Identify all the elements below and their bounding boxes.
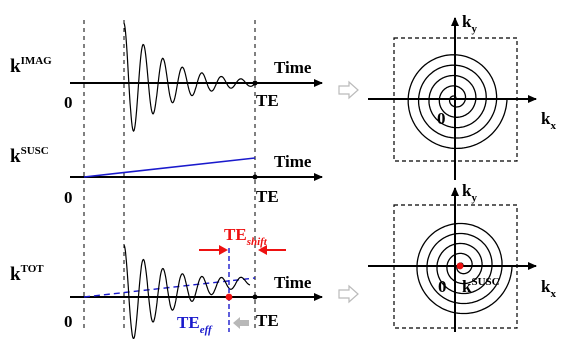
kspace-bottom-ky-label: ky xyxy=(462,181,477,204)
panel-imag-time-label: Time xyxy=(274,58,312,77)
panel-tot-te-marker xyxy=(252,294,258,300)
panel-imag-signal xyxy=(123,22,256,133)
panel-tot: kTOT TEshift TEeff Time 0 TE xyxy=(10,225,323,339)
panel-imag-zero-label: 0 xyxy=(64,93,73,112)
kspace-top-zero-label: 0 xyxy=(437,109,446,128)
kspace-bottom: ky kx 0 kSUSC xyxy=(368,181,556,332)
panel-imag: kIMAG Time 0 TE xyxy=(10,22,323,133)
panel-tot-label: kTOT xyxy=(10,263,44,285)
kspace-top-spiral xyxy=(407,54,508,150)
panel-tot-time-label: Time xyxy=(274,273,312,292)
kspace-top-kx-label: kx xyxy=(541,109,556,132)
panel-susc-phase-line xyxy=(83,157,256,178)
kspace-top-ky-label: ky xyxy=(462,12,477,35)
kspace-bottom-center-point xyxy=(456,262,464,270)
kspace-bottom-kx-label: kx xyxy=(541,277,556,300)
te-shift-left-arrow xyxy=(258,245,286,255)
kspace-bottom-zero-label: 0 xyxy=(438,277,447,296)
panel-susc-label: kSUSC xyxy=(10,145,49,167)
panel-imag-label: kIMAG xyxy=(10,55,52,77)
te-eff-gray-arrow xyxy=(233,317,249,329)
panel-susc-time-label: Time xyxy=(274,152,312,171)
te-eff-label: TEeff xyxy=(177,313,213,336)
panel-tot-susc-dashed-line xyxy=(83,277,256,298)
kspace-top: ky kx 0 xyxy=(368,12,556,180)
te-shift-right-arrow xyxy=(199,245,228,255)
panel-imag-te-label: TE xyxy=(256,91,279,110)
panel-susc-zero-label: 0 xyxy=(64,188,73,207)
panel-susc: kSUSC Time 0 TE xyxy=(10,145,323,207)
transition-arrow-bottom xyxy=(338,284,359,304)
panel-tot-te-label: TE xyxy=(256,311,279,330)
panel-susc-te-label: TE xyxy=(256,187,279,206)
transition-arrow-top xyxy=(338,80,359,100)
te-eff-point xyxy=(225,293,233,301)
panel-imag-te-marker xyxy=(252,80,258,86)
panel-susc-te-marker xyxy=(252,174,258,180)
panel-tot-zero-label: 0 xyxy=(64,312,73,331)
te-shift-label: TEshift xyxy=(224,225,268,248)
kspace-bottom-spiral xyxy=(416,222,513,315)
kspace-bottom-ksusc-label: kSUSC xyxy=(462,276,500,296)
